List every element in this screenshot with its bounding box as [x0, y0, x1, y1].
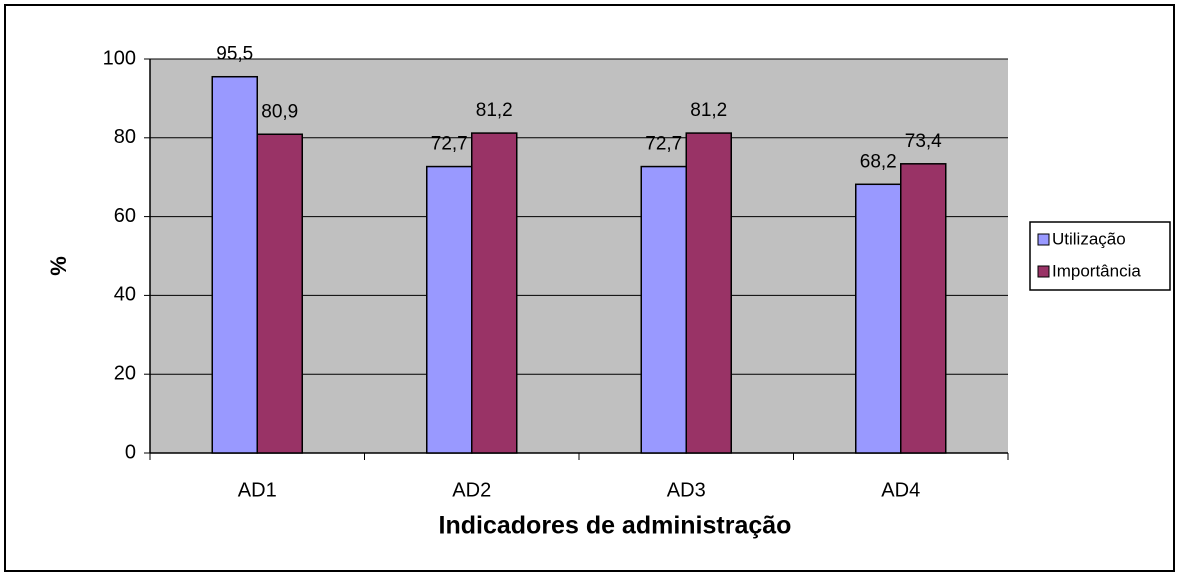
x-tick-label: AD1	[238, 479, 277, 501]
legend-swatch	[1037, 265, 1050, 278]
y-tick-label: 80	[114, 126, 136, 148]
y-tick-label: 40	[114, 284, 136, 306]
y-tick-label: 60	[114, 205, 136, 227]
bar	[640, 165, 687, 454]
y-tick-label: 100	[103, 47, 136, 69]
bar	[855, 183, 902, 454]
legend-box	[1029, 221, 1171, 291]
legend-label: Utilização	[1052, 229, 1126, 248]
y-tick-label: 0	[125, 441, 136, 463]
value-label: 81,2	[690, 100, 727, 121]
bar	[900, 163, 947, 454]
bar	[211, 75, 258, 454]
legend-swatch	[1037, 233, 1050, 246]
legend-label: Importância	[1052, 261, 1141, 280]
x-axis-label: Indicadores de administração	[439, 512, 792, 540]
y-axis-label: %	[46, 256, 71, 276]
value-label: 80,9	[261, 101, 298, 122]
value-label: 73,4	[905, 131, 942, 152]
value-label: 72,7	[645, 134, 682, 155]
bar	[256, 133, 303, 454]
value-label: 81,2	[476, 100, 513, 121]
bar	[426, 165, 473, 454]
bar	[471, 132, 518, 454]
value-label: 95,5	[216, 44, 253, 65]
x-tick-label: AD2	[452, 479, 491, 501]
y-tick-label: 20	[114, 362, 136, 384]
value-label: 68,2	[860, 151, 897, 172]
value-label: 72,7	[431, 134, 468, 155]
x-tick-label: AD3	[667, 479, 706, 501]
x-tick-label: AD4	[881, 479, 920, 501]
bar	[685, 132, 732, 454]
